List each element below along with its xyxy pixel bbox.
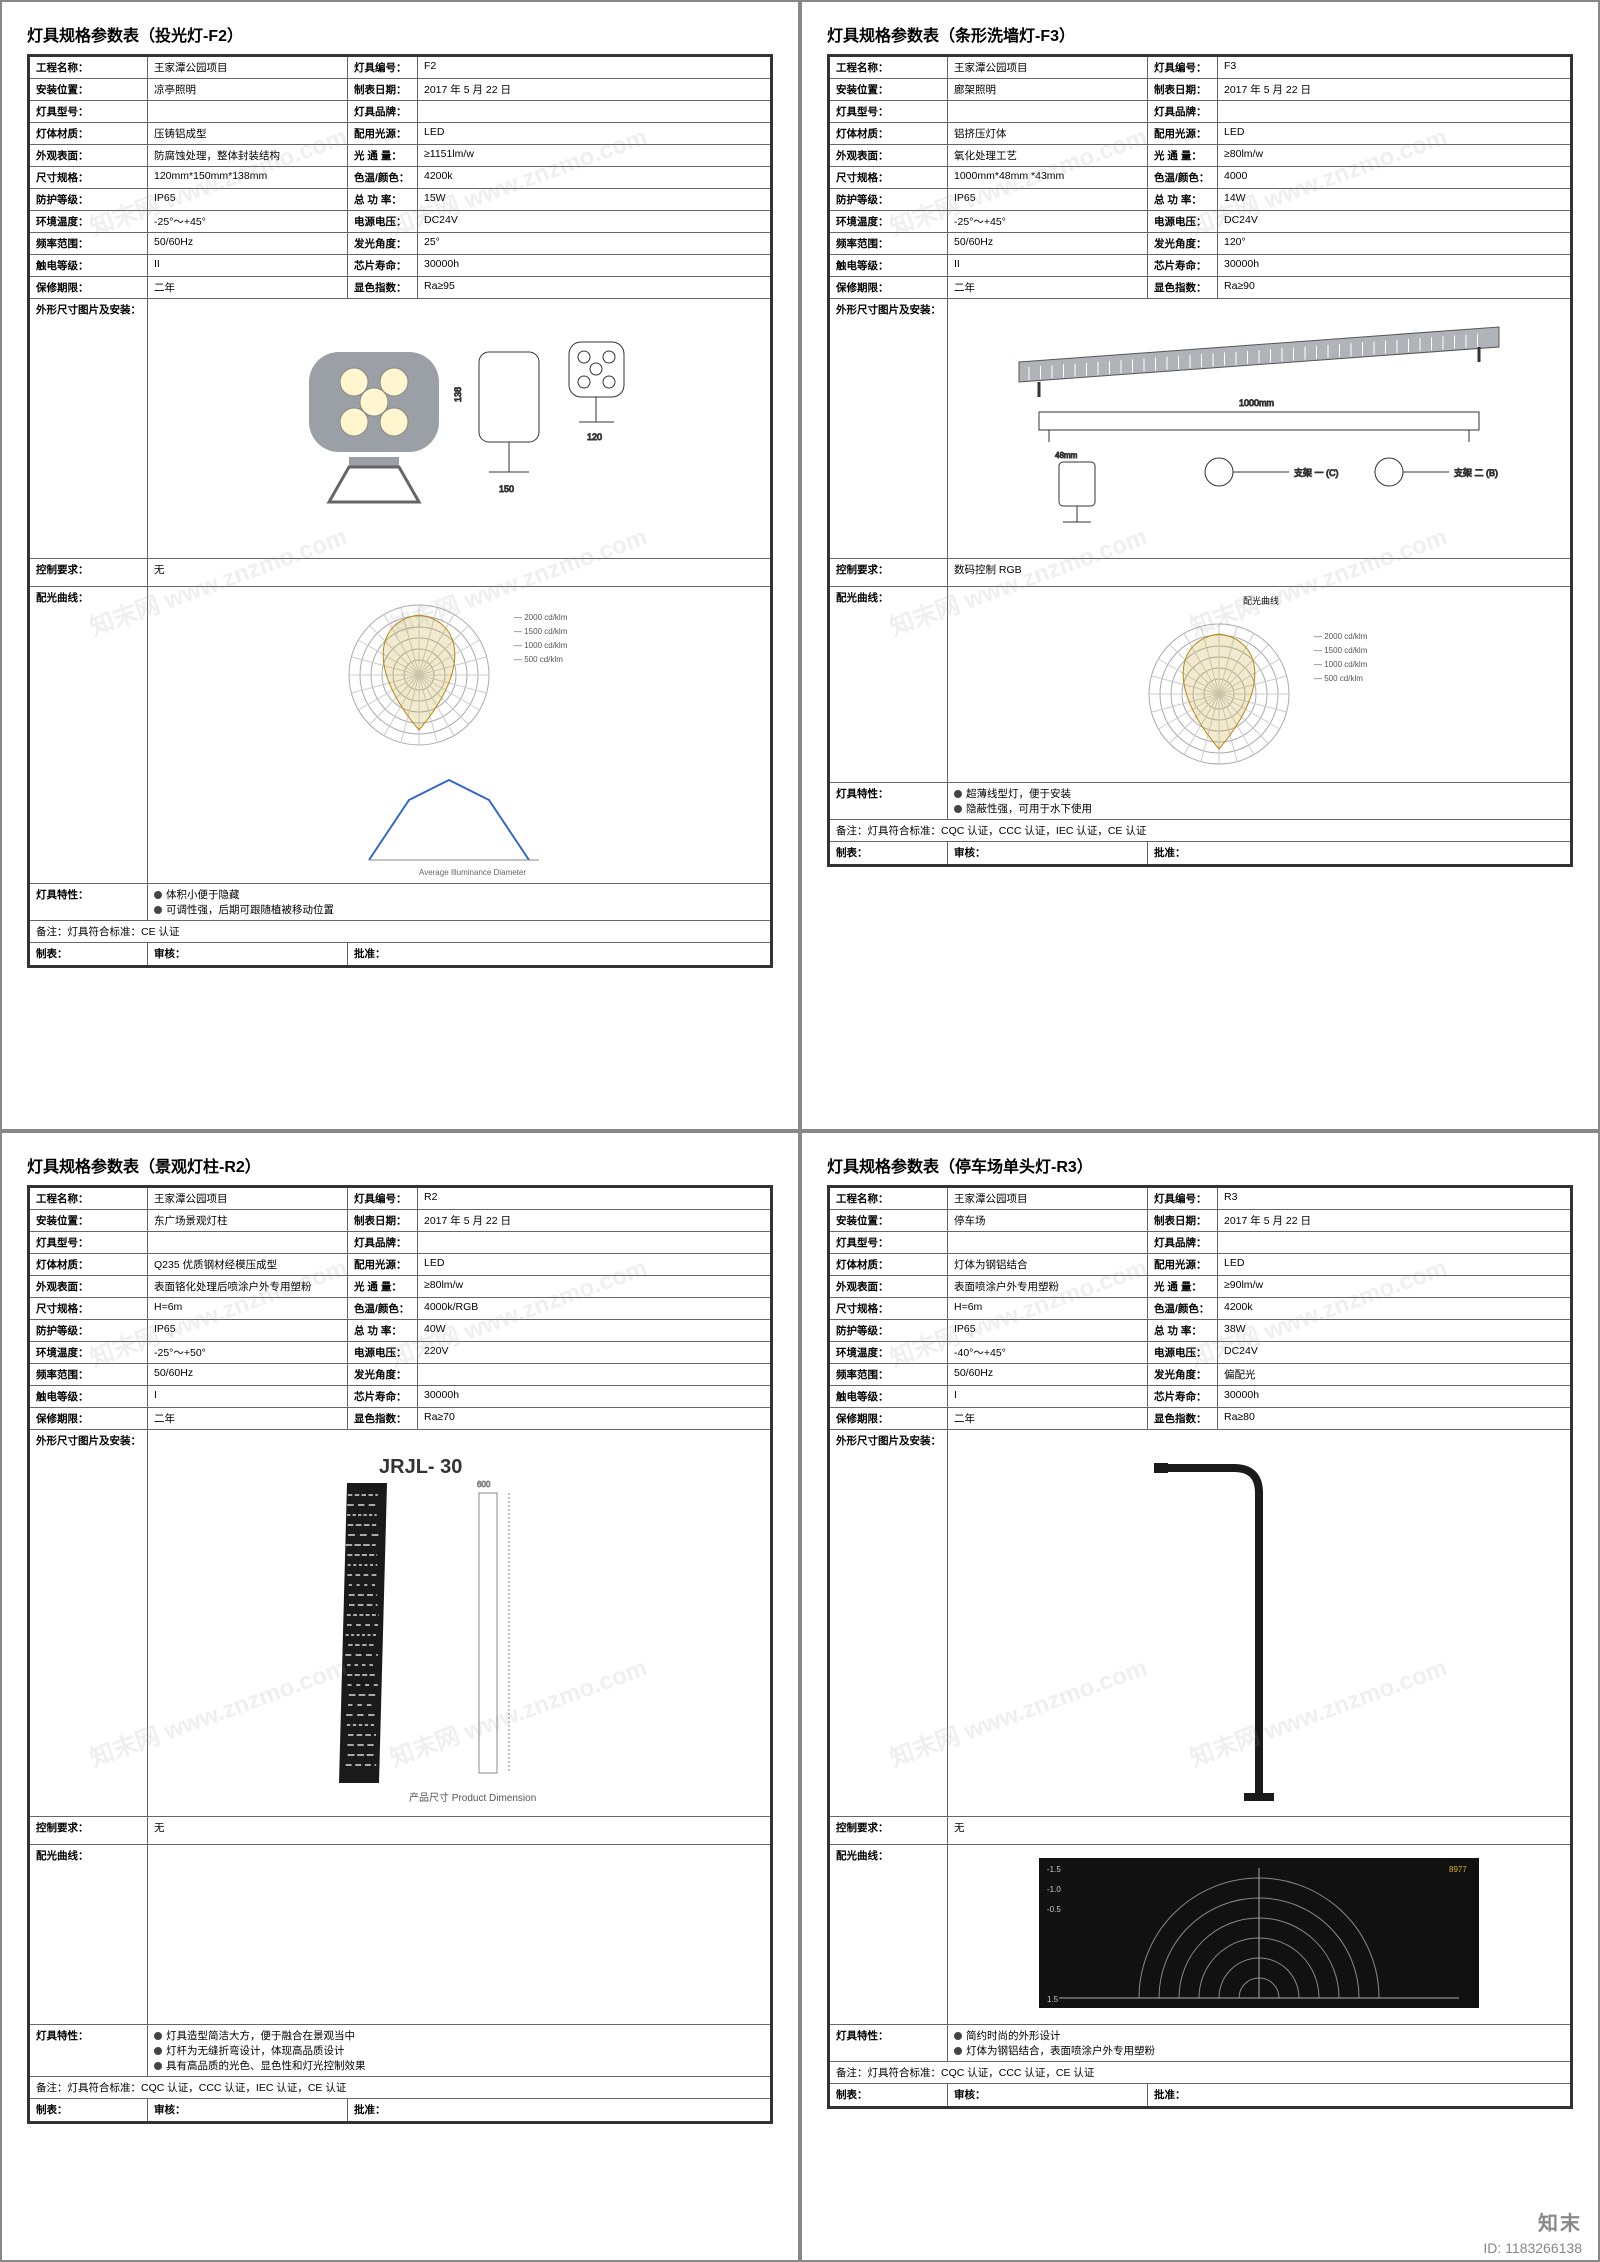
svg-text:— 500 cd/klm: — 500 cd/klm [1314, 674, 1363, 683]
polar-curve: — 2000 cd/klm — 1500 cd/klm — 1000 cd/klm… [1129, 609, 1389, 779]
svg-text:支架 一 (C): 支架 一 (C) [1294, 467, 1339, 478]
id-badge: ID: 1183266138 [1483, 2240, 1582, 2256]
svg-text:— 500 cd/klm: — 500 cd/klm [514, 655, 563, 664]
svg-text:8977: 8977 [1449, 1865, 1467, 1874]
streetlight-drawing [1109, 1433, 1409, 1813]
bollard-drawing: JRJL- 30 600 产品尺寸 Product Dimension [249, 1433, 669, 1813]
svg-text:— 2000 cd/klm: — 2000 cd/klm [1314, 632, 1368, 641]
feature-text: 体积小便于隐藏 [166, 889, 240, 901]
svg-text:-0.5: -0.5 [1047, 1905, 1061, 1914]
svg-text:— 1000 cd/klm: — 1000 cd/klm [1314, 660, 1368, 669]
ies-curve: -1.5 -1.0 -0.5 1.5 8977 [1029, 1848, 1489, 2018]
svg-text:JRJL- 30: JRJL- 30 [379, 1456, 462, 1478]
svg-text:— 1000 cd/klm: — 1000 cd/klm [514, 641, 568, 650]
svg-text:— 1500 cd/klm: — 1500 cd/klm [1314, 646, 1368, 655]
svg-text:150: 150 [499, 484, 514, 494]
svg-text:138: 138 [453, 387, 463, 402]
sheet-title: 灯具规格参数表（投光灯-F2） [27, 22, 773, 46]
sheet-title: 灯具规格参数表（停车场单头灯-R3） [827, 1153, 1573, 1177]
svg-text:48mm: 48mm [1055, 451, 1078, 460]
svg-text:产品尺寸 Product Dimension: 产品尺寸 Product Dimension [409, 1791, 536, 1804]
spec-table: 工程名称：王家潭公园项目 灯具编号：R3 安装位置：停车场 制表日期：2017 … [827, 1185, 1573, 2109]
svg-text:1.5: 1.5 [1047, 1995, 1059, 2004]
sheet-title: 灯具规格参数表（景观灯柱-R2） [27, 1153, 773, 1177]
svg-text:-1.5: -1.5 [1047, 1865, 1061, 1874]
svg-text:120: 120 [587, 432, 602, 442]
feature-text: 可调性强，后期可跟随植被移动位置 [166, 904, 334, 916]
spec-table: 工程名称：王家潭公园项目 灯具编号：R2 安装位置：东广场景观灯柱 制表日期：2… [27, 1185, 773, 2124]
svg-text:支架 二 (B): 支架 二 (B) [1454, 467, 1498, 478]
svg-text:-1.0: -1.0 [1047, 1885, 1061, 1894]
spotlight-drawing: 138 150 120 [279, 302, 639, 522]
feature-text: 隐蔽性强，可用于水下使用 [966, 803, 1092, 815]
spec-table: 工程名称：王家潭公园项目 灯具编号：F3 安装位置：廊架照明 制表日期：2017… [827, 54, 1573, 867]
spec-sheet-1: 灯具规格参数表（条形洗墙灯-F3） 工程名称：王家潭公园项目 灯具编号：F3 安… [800, 0, 1600, 1131]
feature-text: 灯杆为无缝折弯设计，体现高品质设计 [166, 2045, 345, 2057]
spec-sheet-3: 灯具规格参数表（停车场单头灯-R3） 工程名称：王家潭公园项目 灯具编号：R3 … [800, 1131, 1600, 2262]
brand-badge: 知末 [1538, 2207, 1582, 2236]
svg-text:600: 600 [477, 1480, 491, 1489]
svg-text:1000mm: 1000mm [1239, 398, 1274, 408]
page-grid: 灯具规格参数表（投光灯-F2） 工程名称：王家潭公园项目 灯具编号：F2 安装位… [0, 0, 1600, 2262]
svg-text:Average Illuminance Diameter: Average Illuminance Diameter [419, 868, 526, 877]
spec-table: 工程名称：王家潭公园项目 灯具编号：F2 安装位置：凉亭照明 制表日期：2017… [27, 54, 773, 968]
svg-text:— 1500 cd/klm: — 1500 cd/klm [514, 627, 568, 636]
polar-curve: — 2000 cd/klm — 1500 cd/klm — 1000 cd/klm… [329, 590, 589, 760]
spec-sheet-2: 灯具规格参数表（景观灯柱-R2） 工程名称：王家潭公园项目 灯具编号：R2 安装… [0, 1131, 800, 2262]
feature-text: 超薄线型灯，便于安装 [966, 788, 1071, 800]
feature-text: 具有高品质的光色、显色性和灯光控制效果 [166, 2060, 366, 2072]
feature-text: 灯具造型简洁大方，便于融合在景观当中 [166, 2030, 355, 2042]
sheet-title: 灯具规格参数表（条形洗墙灯-F3） [827, 22, 1573, 46]
wallwasher-drawing: 1000mm 48mm 支架 一 (C) 支架 二 (B) [999, 302, 1519, 542]
feature-text: 简约时尚的外形设计 [966, 2030, 1061, 2042]
svg-text:— 2000 cd/klm: — 2000 cd/klm [514, 613, 568, 622]
spec-sheet-0: 灯具规格参数表（投光灯-F2） 工程名称：王家潭公园项目 灯具编号：F2 安装位… [0, 0, 800, 1131]
feature-text: 灯体为钢铝结合，表面喷涂户外专用塑粉 [966, 2045, 1155, 2057]
